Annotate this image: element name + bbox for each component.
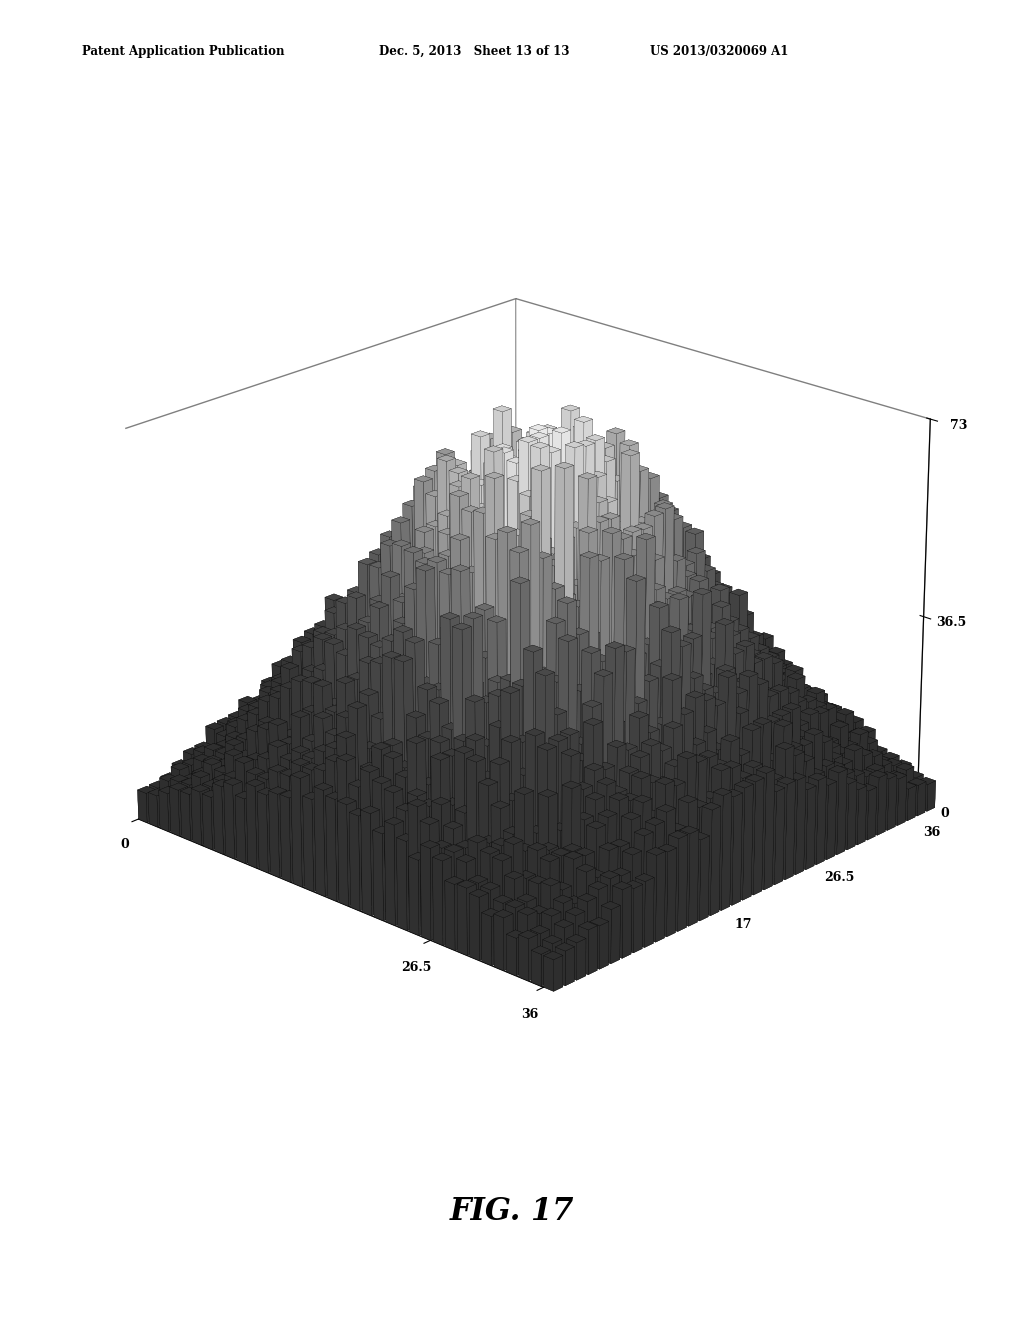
Text: FIG. 17: FIG. 17 xyxy=(450,1196,574,1228)
Text: US 2013/0320069 A1: US 2013/0320069 A1 xyxy=(650,45,788,58)
Text: Dec. 5, 2013   Sheet 13 of 13: Dec. 5, 2013 Sheet 13 of 13 xyxy=(379,45,569,58)
Text: Patent Application Publication: Patent Application Publication xyxy=(82,45,285,58)
